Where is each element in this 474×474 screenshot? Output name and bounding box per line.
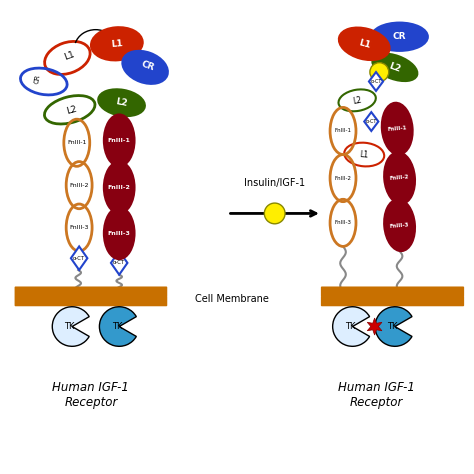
Circle shape bbox=[264, 203, 285, 224]
Ellipse shape bbox=[104, 162, 135, 213]
FancyBboxPatch shape bbox=[321, 286, 464, 297]
Circle shape bbox=[370, 63, 389, 82]
Ellipse shape bbox=[384, 152, 415, 204]
Text: TK: TK bbox=[64, 322, 75, 331]
Text: FnIII-1: FnIII-1 bbox=[108, 138, 131, 143]
Text: TK: TK bbox=[387, 322, 398, 331]
Text: Cell Membrane: Cell Membrane bbox=[195, 294, 269, 304]
Text: CR: CR bbox=[139, 60, 155, 73]
Text: Human IGF-1
Receptor: Human IGF-1 Receptor bbox=[337, 381, 414, 409]
Ellipse shape bbox=[384, 200, 415, 251]
Text: α-CT: α-CT bbox=[113, 260, 125, 265]
Text: TK: TK bbox=[111, 322, 122, 331]
Text: α-CT: α-CT bbox=[73, 255, 85, 261]
Wedge shape bbox=[375, 307, 412, 346]
Text: FnIII-1: FnIII-1 bbox=[335, 128, 352, 134]
Ellipse shape bbox=[373, 54, 418, 81]
Text: FnIII-1: FnIII-1 bbox=[387, 125, 407, 132]
Polygon shape bbox=[111, 251, 128, 275]
Text: L1: L1 bbox=[359, 150, 369, 159]
FancyBboxPatch shape bbox=[321, 296, 464, 306]
Ellipse shape bbox=[98, 89, 145, 116]
Text: L2: L2 bbox=[388, 61, 402, 73]
Text: α-CT: α-CT bbox=[370, 79, 382, 84]
Text: TK: TK bbox=[345, 322, 356, 331]
Ellipse shape bbox=[104, 115, 135, 166]
Text: CR: CR bbox=[34, 74, 41, 84]
Wedge shape bbox=[100, 307, 137, 346]
Ellipse shape bbox=[339, 27, 390, 60]
Text: FnIII-3: FnIII-3 bbox=[108, 231, 131, 236]
Wedge shape bbox=[333, 307, 370, 346]
Text: L2: L2 bbox=[352, 95, 363, 106]
Text: Human IGF-1
Receptor: Human IGF-1 Receptor bbox=[53, 381, 129, 409]
Text: CR: CR bbox=[393, 32, 406, 41]
Polygon shape bbox=[364, 112, 378, 131]
Ellipse shape bbox=[122, 51, 168, 84]
FancyBboxPatch shape bbox=[15, 296, 167, 306]
Text: FnIII-3: FnIII-3 bbox=[335, 220, 352, 225]
Text: FnIII-3: FnIII-3 bbox=[69, 225, 89, 230]
Text: L2: L2 bbox=[115, 97, 128, 108]
Text: L1: L1 bbox=[63, 49, 76, 62]
Polygon shape bbox=[369, 72, 383, 91]
Text: FnIII-2: FnIII-2 bbox=[108, 185, 131, 190]
Text: FnIII-3: FnIII-3 bbox=[390, 222, 410, 228]
Ellipse shape bbox=[371, 23, 428, 51]
Text: FnIII-1: FnIII-1 bbox=[67, 140, 86, 145]
Polygon shape bbox=[71, 246, 87, 270]
Text: L2: L2 bbox=[66, 104, 78, 116]
FancyBboxPatch shape bbox=[15, 286, 167, 297]
Polygon shape bbox=[367, 318, 382, 335]
Text: Insulin/IGF-1: Insulin/IGF-1 bbox=[244, 178, 305, 188]
Text: FnIII-2: FnIII-2 bbox=[69, 182, 89, 188]
Text: FnIII-2: FnIII-2 bbox=[390, 175, 410, 182]
Ellipse shape bbox=[91, 27, 143, 60]
Ellipse shape bbox=[104, 207, 135, 259]
Wedge shape bbox=[52, 307, 89, 346]
Text: L1: L1 bbox=[357, 38, 371, 50]
Ellipse shape bbox=[382, 103, 413, 155]
Text: α-CT: α-CT bbox=[365, 119, 377, 124]
Text: L1: L1 bbox=[110, 39, 123, 49]
Text: FnIII-2: FnIII-2 bbox=[335, 175, 352, 181]
